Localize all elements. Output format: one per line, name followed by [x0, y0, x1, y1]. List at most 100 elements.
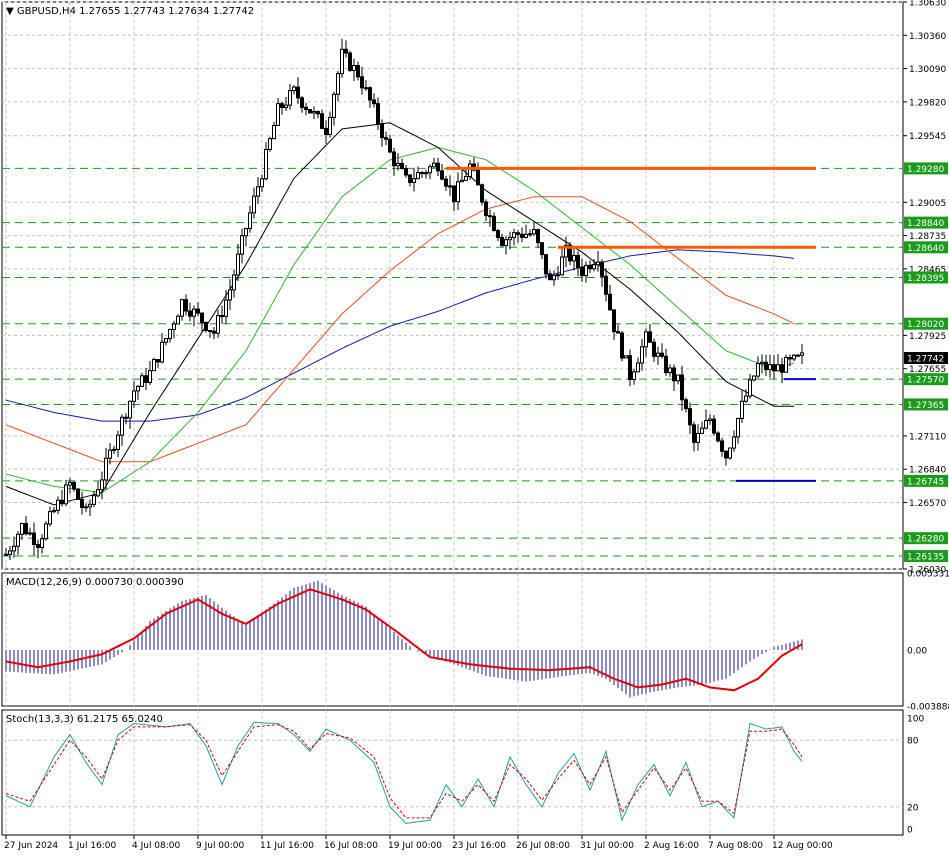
candle-body — [204, 321, 208, 331]
candle-body — [464, 175, 468, 181]
candle-body — [724, 450, 728, 459]
candle-body — [536, 229, 540, 244]
candle-body — [108, 449, 112, 459]
candle-body — [236, 253, 240, 276]
y-tick-label: 1.29545 — [909, 132, 946, 142]
candle-body — [512, 232, 516, 238]
candle-body — [216, 315, 220, 334]
candle-body — [572, 254, 576, 262]
candle-body — [300, 97, 304, 108]
candle-body — [580, 266, 584, 277]
candle-body — [368, 87, 372, 101]
candle-body — [516, 232, 520, 235]
candle-body — [400, 162, 404, 170]
candle-body — [296, 86, 300, 99]
candle-body — [728, 447, 732, 459]
candle-body — [424, 172, 428, 175]
candle-body — [232, 274, 236, 291]
y-tick-label: 1.27655 — [909, 365, 946, 375]
candle-body — [268, 138, 272, 150]
candle-body — [304, 106, 308, 111]
candle-body — [24, 523, 28, 535]
level-price-tag — [904, 271, 948, 284]
candle-body — [460, 179, 464, 183]
candle-body — [332, 93, 336, 118]
candle-body — [456, 181, 460, 203]
candle-body — [252, 195, 256, 214]
candle-body — [660, 352, 664, 357]
candle-body — [340, 48, 344, 75]
candle-body — [588, 264, 592, 270]
level-price-label: 1.28640 — [907, 244, 944, 254]
y-tick-label: 1.30090 — [909, 65, 946, 75]
macd-signal-line — [5, 588, 803, 692]
candle-body — [188, 310, 192, 317]
level-price-tag — [904, 373, 948, 386]
level-price-tag — [904, 550, 948, 563]
candle-body — [788, 357, 792, 360]
candle-body — [280, 103, 284, 108]
candle-body — [488, 215, 492, 218]
candle-body — [256, 186, 260, 197]
candle-body — [132, 390, 136, 402]
candle-body — [244, 227, 248, 237]
candle-body — [352, 65, 356, 71]
ma-mid-line — [5, 146, 795, 494]
candle-body — [4, 553, 8, 556]
candle-body — [336, 73, 340, 95]
candle-body — [140, 375, 144, 387]
candle-body — [388, 138, 392, 153]
ma-slow-line — [5, 196, 795, 463]
candle-body — [28, 532, 32, 535]
candle-body — [468, 163, 472, 177]
candle-body — [560, 256, 564, 276]
level-price-tag — [904, 241, 948, 254]
current-price-tag — [904, 351, 948, 364]
candle-body — [148, 370, 152, 383]
candle-body — [272, 124, 276, 140]
candle-body — [64, 484, 68, 505]
candle-body — [636, 362, 640, 373]
candle-body — [328, 116, 332, 135]
candle-body — [220, 315, 224, 318]
y-tick-label: 1.26570 — [909, 499, 946, 509]
x-tick-label: 4 Jul 08:00 — [132, 841, 181, 851]
candle-body — [704, 420, 708, 429]
candle-body — [88, 503, 92, 508]
candle-body — [748, 379, 752, 397]
candle-body — [200, 312, 204, 323]
candle-body — [356, 65, 360, 78]
candle-body — [692, 424, 696, 443]
candle-body — [784, 357, 788, 373]
candle-body — [68, 481, 72, 486]
candle-body — [120, 416, 124, 436]
candle-body — [404, 168, 408, 176]
candle-body — [20, 523, 24, 535]
x-tick-label: 23 Jul 16:00 — [452, 841, 506, 851]
macd-tick-label: -0.003888 — [907, 703, 949, 713]
level-price-label: 1.29280 — [907, 165, 944, 175]
candle-body — [228, 289, 232, 301]
candle-body — [396, 162, 400, 167]
candle-body — [716, 432, 720, 442]
candle-body — [116, 434, 120, 450]
candle-body — [764, 361, 768, 371]
candle-body — [292, 86, 296, 92]
x-tick-label: 1 Jul 16:00 — [68, 841, 117, 851]
candle-body — [208, 329, 212, 332]
candle-body — [652, 341, 656, 357]
candle-body — [496, 230, 500, 238]
y-tick-label: 1.26840 — [909, 466, 946, 476]
candle-body — [100, 479, 104, 491]
candle-body — [224, 299, 228, 317]
candle-body — [60, 499, 64, 505]
y-tick-label: 1.28465 — [909, 265, 946, 275]
candle-body — [480, 184, 484, 203]
candle-body — [104, 457, 108, 481]
candle-body — [408, 174, 412, 183]
candle-body — [796, 354, 800, 357]
level-price-tag — [904, 216, 948, 229]
candle-body — [260, 178, 264, 188]
